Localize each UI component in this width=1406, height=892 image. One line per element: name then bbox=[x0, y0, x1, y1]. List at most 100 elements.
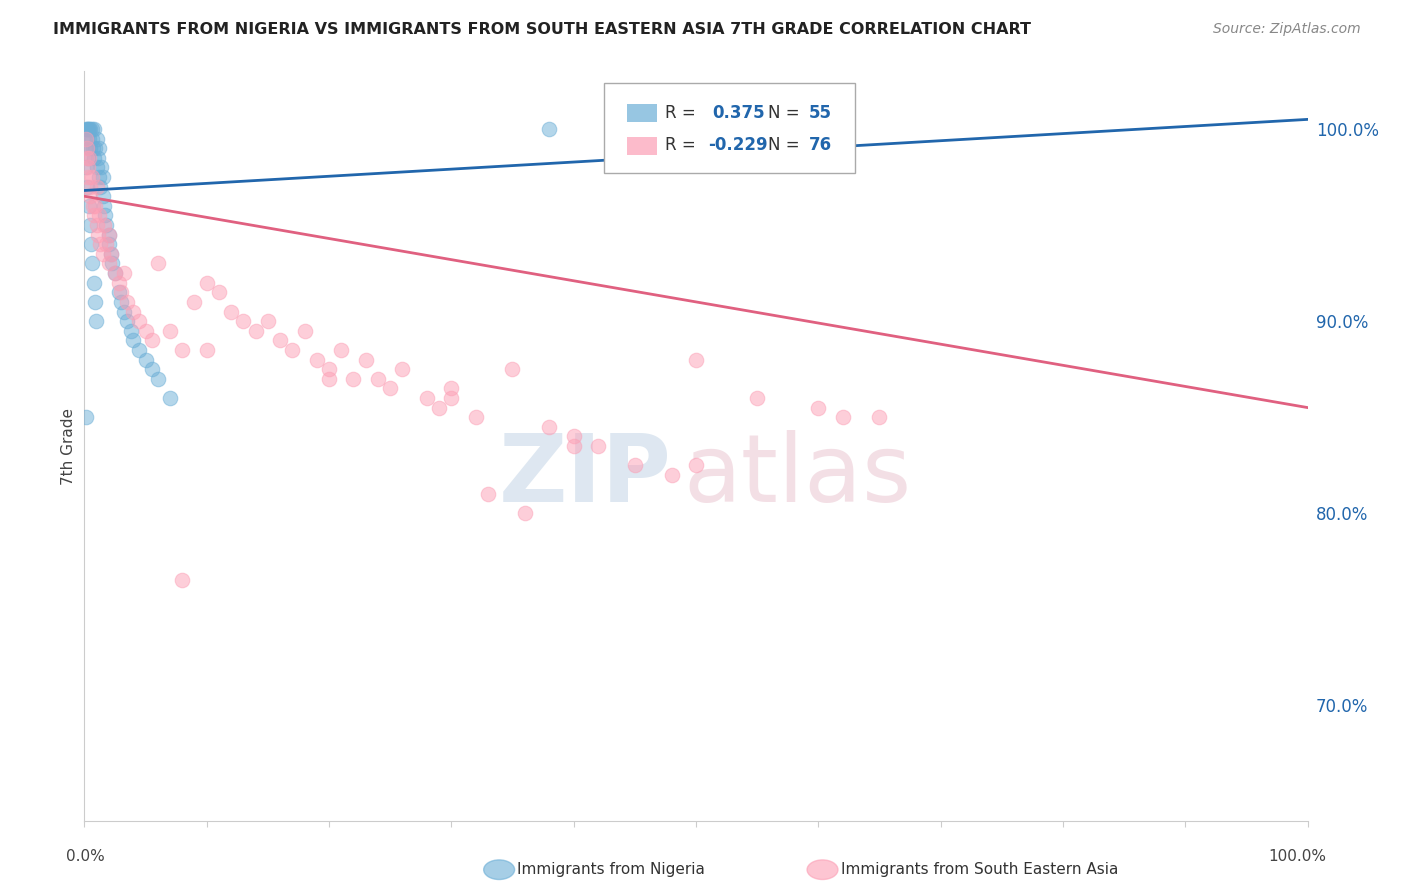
Point bbox=[107, 285, 129, 300]
Point bbox=[91, 247, 114, 261]
Point bbox=[90, 161, 112, 175]
Point bbox=[77, 161, 100, 175]
Text: ZIP: ZIP bbox=[499, 430, 672, 522]
Point bbox=[661, 467, 683, 482]
Point bbox=[159, 324, 181, 338]
Point bbox=[128, 314, 150, 328]
Point bbox=[257, 314, 280, 328]
Point bbox=[84, 199, 107, 213]
Point bbox=[82, 256, 104, 270]
Point bbox=[624, 458, 647, 473]
Point bbox=[77, 141, 100, 155]
Point bbox=[219, 304, 242, 318]
Point bbox=[685, 458, 707, 473]
Point bbox=[77, 131, 100, 145]
Point bbox=[75, 131, 97, 145]
Point bbox=[83, 209, 105, 223]
Point bbox=[562, 439, 585, 453]
Point bbox=[354, 352, 377, 367]
Point bbox=[80, 169, 103, 184]
Point bbox=[79, 218, 101, 232]
Point bbox=[685, 352, 707, 367]
Point bbox=[82, 141, 104, 155]
Point bbox=[91, 169, 114, 184]
Point bbox=[75, 122, 97, 136]
Point bbox=[112, 266, 135, 280]
Point bbox=[86, 161, 108, 175]
Point bbox=[159, 391, 181, 405]
Point bbox=[97, 256, 120, 270]
Point bbox=[318, 362, 340, 376]
Text: R =: R = bbox=[665, 136, 696, 153]
Point bbox=[100, 247, 122, 261]
Point bbox=[96, 237, 118, 252]
Point bbox=[110, 294, 132, 309]
Point bbox=[330, 343, 353, 357]
Point bbox=[477, 487, 499, 501]
FancyBboxPatch shape bbox=[605, 83, 855, 172]
Point bbox=[83, 151, 105, 165]
Point bbox=[104, 266, 127, 280]
Point bbox=[77, 151, 100, 165]
Point bbox=[87, 151, 110, 165]
Point bbox=[245, 324, 267, 338]
Text: R =: R = bbox=[665, 103, 696, 121]
FancyBboxPatch shape bbox=[627, 104, 657, 122]
Point bbox=[807, 401, 830, 415]
Point bbox=[83, 276, 105, 290]
Point bbox=[104, 266, 127, 280]
Point bbox=[172, 574, 194, 588]
Point bbox=[80, 131, 103, 145]
Point bbox=[89, 179, 111, 194]
Text: IMMIGRANTS FROM NIGERIA VS IMMIGRANTS FROM SOUTH EASTERN ASIA 7TH GRADE CORRELAT: IMMIGRANTS FROM NIGERIA VS IMMIGRANTS FR… bbox=[53, 22, 1032, 37]
Point bbox=[82, 199, 104, 213]
Text: N =: N = bbox=[768, 103, 800, 121]
Point bbox=[115, 294, 138, 309]
Point bbox=[208, 285, 231, 300]
Point bbox=[562, 429, 585, 443]
Point bbox=[141, 334, 163, 348]
Point bbox=[100, 247, 122, 261]
Point bbox=[120, 324, 142, 338]
Point bbox=[281, 343, 304, 357]
Point bbox=[831, 410, 853, 425]
Point bbox=[93, 218, 115, 232]
Point bbox=[502, 362, 524, 376]
Point bbox=[135, 324, 157, 338]
Point bbox=[122, 334, 145, 348]
Text: 0.375: 0.375 bbox=[711, 103, 765, 121]
Point bbox=[122, 304, 145, 318]
Point bbox=[294, 324, 316, 338]
Point bbox=[97, 227, 120, 242]
Point bbox=[195, 276, 218, 290]
Point bbox=[76, 141, 98, 155]
Text: Immigrants from Nigeria: Immigrants from Nigeria bbox=[517, 863, 706, 877]
Text: Immigrants from South Eastern Asia: Immigrants from South Eastern Asia bbox=[841, 863, 1118, 877]
Point bbox=[84, 141, 107, 155]
Point bbox=[107, 276, 129, 290]
FancyBboxPatch shape bbox=[627, 136, 657, 154]
Point bbox=[232, 314, 254, 328]
Point bbox=[83, 294, 105, 309]
Point bbox=[79, 179, 101, 194]
Point bbox=[76, 179, 98, 194]
Point bbox=[87, 141, 110, 155]
Point bbox=[318, 372, 340, 386]
Y-axis label: 7th Grade: 7th Grade bbox=[60, 408, 76, 484]
Point bbox=[80, 237, 103, 252]
Point bbox=[76, 122, 98, 136]
Point bbox=[146, 256, 169, 270]
Point bbox=[538, 122, 561, 136]
Point bbox=[91, 189, 114, 203]
Point bbox=[586, 439, 609, 453]
Point bbox=[195, 343, 218, 357]
Point bbox=[146, 372, 169, 386]
Point bbox=[97, 227, 120, 242]
Point bbox=[367, 372, 389, 386]
Point bbox=[380, 381, 402, 395]
Point bbox=[538, 419, 561, 434]
Point bbox=[97, 237, 120, 252]
Text: 100.0%: 100.0% bbox=[1268, 849, 1326, 864]
Point bbox=[76, 131, 98, 145]
Point bbox=[83, 122, 105, 136]
